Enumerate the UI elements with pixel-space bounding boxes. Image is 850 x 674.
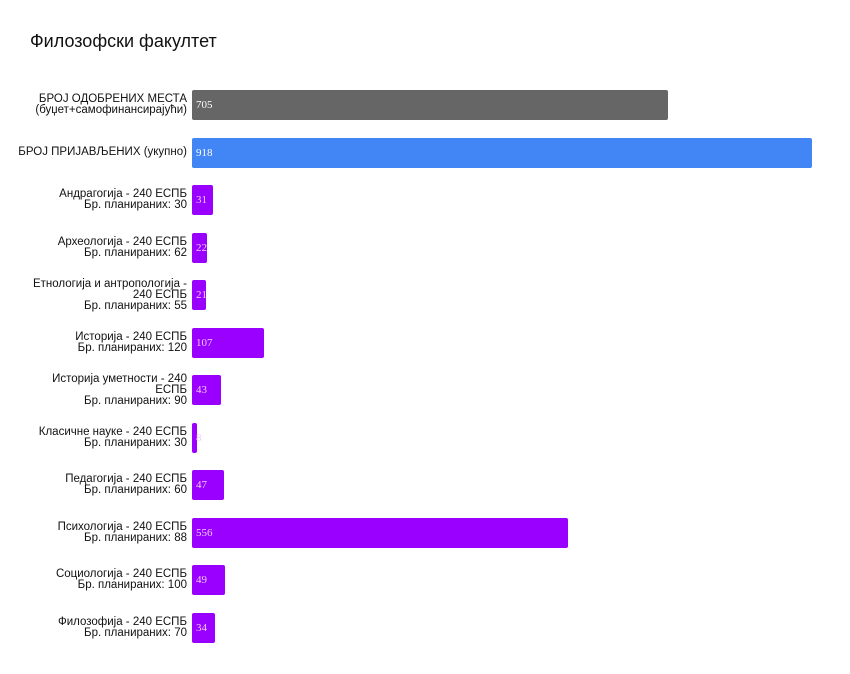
bar-program[interactable]: 43 <box>192 375 221 405</box>
category-label-line: Бр. планираних: 70 <box>84 626 187 639</box>
bar-value-label: 556 <box>196 526 213 539</box>
category-label-line: Бр. планираних: 30 <box>84 436 187 449</box>
category-label: Класичне науке - 240 ЕСПБ Бр. планираних:… <box>38 425 187 449</box>
category-label-line: Бр. планираних: 90 <box>84 394 187 407</box>
bar-program[interactable]: 22 <box>192 232 207 263</box>
category-label: Педагогија - 240 ЕСПБ Бр. планираних: 60 <box>65 473 187 496</box>
bar-value-label: 8 <box>196 431 202 444</box>
category-label-line: Бр. планираних: 62 <box>84 246 187 259</box>
bar-value-label: 21 <box>196 289 207 301</box>
category-label: Психологија - 240 ЕСПБ Бр. планираних: 88 <box>57 520 187 544</box>
bar-value-label: 31 <box>196 194 207 206</box>
category-label-line: БРОЈ ОДОБРЕНИХ МЕСТА <box>38 93 187 105</box>
bar-program[interactable]: 21 <box>192 280 207 310</box>
bar-value-label: 47 <box>196 479 207 491</box>
category-label: Историја уметности - 240 ЕСПБ Бр. планиран… <box>52 372 187 407</box>
bar-program[interactable]: 31 <box>192 185 213 215</box>
category-label: Историја - 240 ЕСПБ Бр. планираних: 120 <box>75 330 187 354</box>
category-label-line: Бр. планираних: 60 <box>84 484 187 496</box>
category-label-line: БРОЈ ПРИЈАВЉЕНИХ (укупно) <box>18 146 187 158</box>
category-label-line: Бр. планираних: 55 <box>84 299 187 312</box>
category-label-line: Бр. планираних: 30 <box>84 199 187 211</box>
bar-value-label: 49 <box>196 574 207 586</box>
bar-program[interactable]: 107 <box>192 327 264 358</box>
category-label: БРОЈ ОДОБРЕНИХ МЕСТА (буџет+самофинансира… <box>35 93 187 116</box>
chart-title: Филозофски факултет <box>30 31 217 51</box>
category-label-line: Андрагогија - 240 ЕСПБ <box>59 188 187 200</box>
bar-approved[interactable]: 705 <box>192 90 668 120</box>
category-label-line: Психологија - 240 ЕСПБ <box>57 520 187 533</box>
category-label-line: (буџет+самофинансирајући) <box>35 104 187 116</box>
category-label-line: Бр. планираних: 120 <box>77 341 187 354</box>
bar-program[interactable]: 556 <box>192 517 568 548</box>
bar-value-label: 34 <box>196 621 207 634</box>
bar-program[interactable]: 34 <box>192 612 215 643</box>
category-label-line: Педагогија - 240 ЕСПБ <box>65 473 187 485</box>
bar-value-label: 22 <box>196 241 207 254</box>
bar-value-label: 705 <box>196 99 213 111</box>
bar-value-label: 918 <box>196 146 213 159</box>
category-label-line: Археологија - 240 ЕСПБ <box>57 235 187 248</box>
category-label: Етнологија и антропологија -240 ЕСПБ Бр. … <box>32 277 187 312</box>
category-label-line: Историја уметности - 240 <box>52 372 187 385</box>
bar-value-label: 43 <box>196 384 207 396</box>
category-label-line: Бр. планираних: 100 <box>77 579 187 591</box>
category-label-line: Бр. планираних: 88 <box>84 531 187 544</box>
category-label-line: 240 ЕСПБ <box>132 288 187 301</box>
bar-program[interactable]: 47 <box>192 470 224 500</box>
category-label: Филозофија - 240 ЕСПБ Бр. планираних: 70 <box>57 615 187 639</box>
category-label: БРОЈ ПРИЈАВЉЕНИХ (укупно) <box>18 146 187 158</box>
category-label: Андрагогија - 240 ЕСПБ Бр. планираних: 30 <box>59 188 187 211</box>
category-label-line: Историја - 240 ЕСПБ <box>75 330 187 343</box>
bar-program[interactable]: 8 <box>192 422 202 453</box>
category-label-line: Филозофија - 240 ЕСПБ <box>57 615 187 628</box>
category-label-line: Социологија - 240 ЕСПБ <box>55 568 187 580</box>
bar-value-label: 107 <box>196 336 213 349</box>
category-label-line: Класичне науке - 240 ЕСПБ <box>38 425 187 438</box>
category-label-line: Етнологија и антропологија - <box>32 277 187 290</box>
bar-applied[interactable]: 918 <box>192 137 812 168</box>
bar-program[interactable]: 49 <box>192 565 225 595</box>
category-label: Археологија - 240 ЕСПБ Бр. планираних: 62 <box>57 235 187 259</box>
category-label-line: ЕСПБ <box>155 383 187 396</box>
category-label: Социологија - 240 ЕСПБ Бр. планираних: 10… <box>55 568 187 591</box>
